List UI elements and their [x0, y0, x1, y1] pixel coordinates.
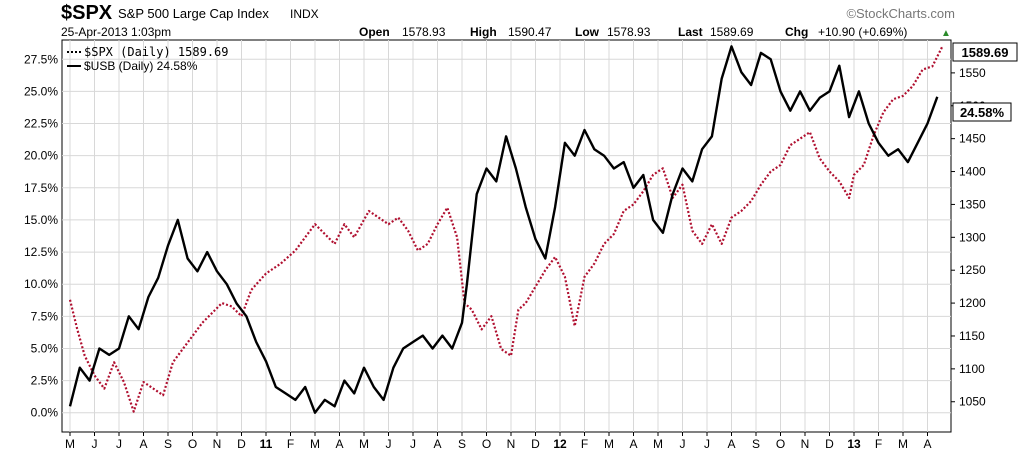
chart-date: 25-Apr-2013 1:03pm — [61, 25, 171, 39]
x-tick-label: 11 — [260, 437, 273, 451]
left-tick-label: 27.5% — [24, 52, 58, 66]
right-tick-label: 1200 — [959, 296, 986, 310]
x-tick-label: F — [875, 437, 882, 451]
x-tick-label: J — [704, 437, 710, 451]
left-tick-label: 2.5% — [31, 374, 59, 388]
x-tick-label: A — [629, 437, 637, 451]
right-tick-label: 1350 — [959, 197, 986, 211]
x-tick-label: N — [213, 437, 222, 451]
symbol-title: $SPX — [61, 2, 113, 24]
series-line-usb — [68, 45, 939, 414]
x-tick-label: A — [139, 437, 147, 451]
x-tick-label: J — [92, 437, 98, 451]
low-value: 1578.93 — [607, 25, 651, 39]
right-tick-label: 1300 — [959, 230, 986, 244]
index-name: S&P 500 Large Cap Index — [118, 6, 269, 21]
left-tick-label: 20.0% — [24, 149, 58, 163]
high-value: 1590.47 — [508, 25, 552, 39]
x-tick-label: A — [433, 437, 441, 451]
usb-end-box — [952, 102, 1012, 122]
last-value: 1589.69 — [710, 25, 754, 39]
series-lines — [68, 45, 944, 414]
x-tick-label: A — [923, 437, 931, 451]
x-tick-label: M — [65, 437, 75, 451]
left-tick-label: 22.5% — [24, 117, 58, 131]
left-tick-label: 7.5% — [31, 309, 59, 323]
right-tick-label: 1050 — [959, 395, 986, 409]
x-tick-label: N — [801, 437, 810, 451]
x-tick-label: D — [825, 437, 834, 451]
x-tick-label: O — [188, 437, 197, 451]
x-tick-label: M — [359, 437, 369, 451]
legend-label-usb: $USB (Daily) 24.58% — [84, 59, 198, 73]
x-tick-label: O — [482, 437, 491, 451]
x-tick-label: M — [310, 437, 320, 451]
x-tick-label: A — [335, 437, 343, 451]
chg-label: Chg — [785, 25, 808, 39]
grid-lines — [62, 40, 951, 432]
left-tick-label: 17.5% — [24, 181, 58, 195]
x-tick-label: O — [776, 437, 785, 451]
x-tick-label: J — [386, 437, 392, 451]
x-tick-label: J — [116, 437, 122, 451]
exchange-label: INDX — [290, 7, 319, 21]
last-label: Last — [678, 25, 703, 39]
left-tick-label: 12.5% — [24, 245, 58, 259]
x-tick-label: F — [287, 437, 294, 451]
x-tick-label: J — [410, 437, 416, 451]
usb-end-label: 24.58% — [960, 105, 1005, 120]
stockcharts-watermark: ©StockCharts.com — [846, 6, 955, 21]
open-value: 1578.93 — [402, 25, 446, 39]
left-tick-label: 25.0% — [24, 84, 58, 98]
x-tick-label: S — [752, 437, 760, 451]
up-arrow-icon: ▲ — [941, 28, 951, 39]
x-tick-label: M — [653, 437, 663, 451]
x-tick-label: F — [581, 437, 588, 451]
plot-frame — [61, 39, 952, 433]
x-tick-label: M — [604, 437, 614, 451]
open-label: Open — [359, 25, 390, 39]
legend-label-spx: $SPX (Daily) 1589.69 — [84, 45, 229, 59]
low-label: Low — [575, 25, 600, 39]
x-tick-label: S — [458, 437, 466, 451]
chg-value: +10.90 (+0.69%) — [818, 25, 907, 39]
high-label: High — [470, 25, 497, 39]
x-tick-label: A — [727, 437, 735, 451]
x-tick-label: D — [237, 437, 246, 451]
spx-end-label: 1589.69 — [962, 45, 1009, 60]
x-tick-label: S — [164, 437, 172, 451]
right-tick-label: 1550 — [959, 66, 986, 80]
left-tick-label: 0.0% — [31, 406, 59, 420]
x-tick-label: N — [507, 437, 516, 451]
x-tick-label: M — [898, 437, 908, 451]
right-tick-label: 1150 — [959, 329, 985, 343]
right-tick-label: 1100 — [959, 362, 985, 376]
spx-end-box — [952, 42, 1018, 62]
left-tick-label: 10.0% — [24, 277, 58, 291]
right-tick-label: 1450 — [959, 132, 986, 146]
x-tick-label: D — [531, 437, 540, 451]
left-tick-label: 5.0% — [31, 341, 59, 355]
x-tick-label: J — [680, 437, 686, 451]
left-tick-label: 15.0% — [24, 213, 58, 227]
right-tick-label: 1400 — [959, 165, 986, 179]
x-tick-label: 12 — [553, 437, 567, 451]
x-tick-label: 13 — [847, 437, 861, 451]
right-tick-label: 1250 — [959, 263, 986, 277]
series-line-spx — [68, 46, 944, 413]
